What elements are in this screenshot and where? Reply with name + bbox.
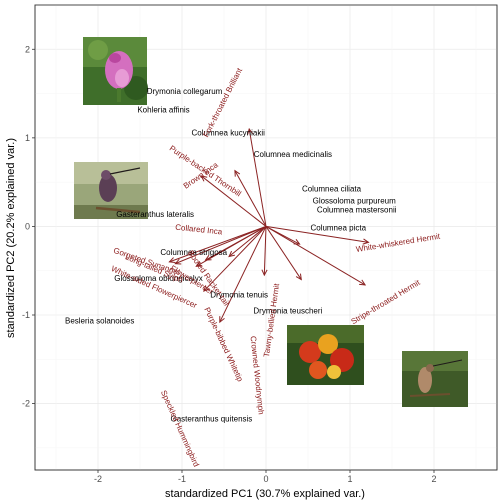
plant-species-label: Gasteranthus quitensis [170, 415, 252, 424]
loading-arrow-head [359, 279, 367, 286]
plant-species-label: Columnea strigosa [160, 248, 227, 257]
hummingbird-photo-left [74, 162, 148, 219]
x-tick-label: 0 [263, 474, 268, 484]
red-flower-photo [287, 325, 364, 385]
loading-arrow [228, 226, 267, 257]
axes: standardized PC1 (30.7% explained var.) … [5, 44, 437, 500]
loading-arrow [234, 170, 267, 227]
loading-arrow [248, 128, 267, 227]
loading-arrow-head [362, 238, 370, 245]
loading-arrow-head [204, 254, 212, 261]
plant-species-label: Columnea picta [310, 223, 366, 232]
y-tick-label: 1 [25, 133, 30, 143]
loading-arrow [196, 225, 267, 267]
plant-species-label: Glossoloma oblongicalyx [114, 274, 203, 283]
plant-species-label: Drymonia teuscheri [253, 307, 322, 316]
y-axis-title: standardized PC2 (20.2% explained var.) [5, 138, 17, 338]
photo-layer [74, 37, 468, 407]
plant-species-label: Glossoloma purpureum [313, 197, 396, 206]
loading-arrow-head [234, 169, 241, 177]
y-tick-label: 2 [25, 44, 30, 54]
loading-arrow [263, 226, 267, 276]
plant-species-label: Drymonia tenuis [210, 291, 268, 300]
loading-arrow-head [247, 127, 254, 135]
y-tick-label: 0 [25, 221, 30, 231]
x-axis-title: standardized PC1 (30.7% explained var.) [165, 488, 365, 500]
loading-arrow [175, 225, 267, 265]
x-tick-label: 2 [431, 474, 436, 484]
plant-species-label: Columnea ciliata [302, 184, 362, 193]
loading-arrow-head [203, 285, 210, 292]
plant-species-label: Besleria solanoides [65, 316, 134, 325]
loading-arrows [168, 127, 370, 324]
hummingbird-photo-right [402, 351, 468, 407]
loading-arrow [201, 175, 267, 227]
pink-flower-photo [83, 37, 148, 105]
plant-species-label: Gasteranthus lateralis [116, 210, 194, 219]
plant-species-label: Kohleria affinis [137, 106, 189, 115]
plant-species-label: Columnea mastersonii [317, 206, 397, 215]
loading-arrow [169, 225, 267, 263]
y-tick-label: -2 [22, 399, 30, 409]
x-tick-label: 1 [347, 474, 352, 484]
y-tick-label: -1 [22, 310, 30, 320]
loading-arrow-head [219, 316, 225, 324]
loading-arrow-head [228, 250, 235, 258]
plant-species-label: Drymonia collegarum [147, 87, 223, 96]
loading-arrow-head [261, 269, 268, 277]
loading-arrow [203, 226, 267, 292]
loading-arrow [265, 225, 369, 243]
loading-arrow [265, 226, 302, 280]
x-tick-label: -1 [178, 474, 186, 484]
loading-arrow [265, 225, 366, 286]
loading-arrow-head [174, 258, 182, 265]
plant-labels: Drymonia collegarum Kohleria affinis Colum… [65, 87, 397, 424]
loading-arrow-head [168, 257, 176, 263]
loading-arrow-head [295, 273, 302, 281]
loading-arrow-head [195, 261, 203, 267]
x-tick-label: -2 [94, 474, 102, 484]
loading-arrow [219, 226, 267, 323]
plant-species-label: Columnea kucyniakii [192, 129, 266, 138]
loading-arrow-head [200, 175, 208, 182]
plant-species-label: Columnea medicinalis [254, 150, 332, 159]
